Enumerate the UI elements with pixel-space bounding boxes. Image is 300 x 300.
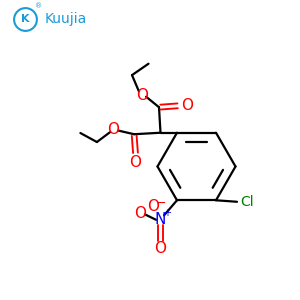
Text: +: +	[163, 208, 171, 218]
Text: Cl: Cl	[240, 195, 254, 209]
Text: K: K	[21, 14, 30, 25]
Text: O: O	[147, 199, 159, 214]
Text: O: O	[154, 241, 166, 256]
Text: ®: ®	[35, 4, 42, 10]
Text: O: O	[107, 122, 119, 136]
Text: −: −	[155, 196, 166, 209]
Text: O: O	[130, 155, 142, 170]
Text: O: O	[181, 98, 193, 113]
Text: N: N	[155, 212, 166, 227]
Text: O: O	[136, 88, 148, 103]
Text: Kuujia: Kuujia	[45, 13, 87, 26]
Text: O: O	[134, 206, 146, 221]
